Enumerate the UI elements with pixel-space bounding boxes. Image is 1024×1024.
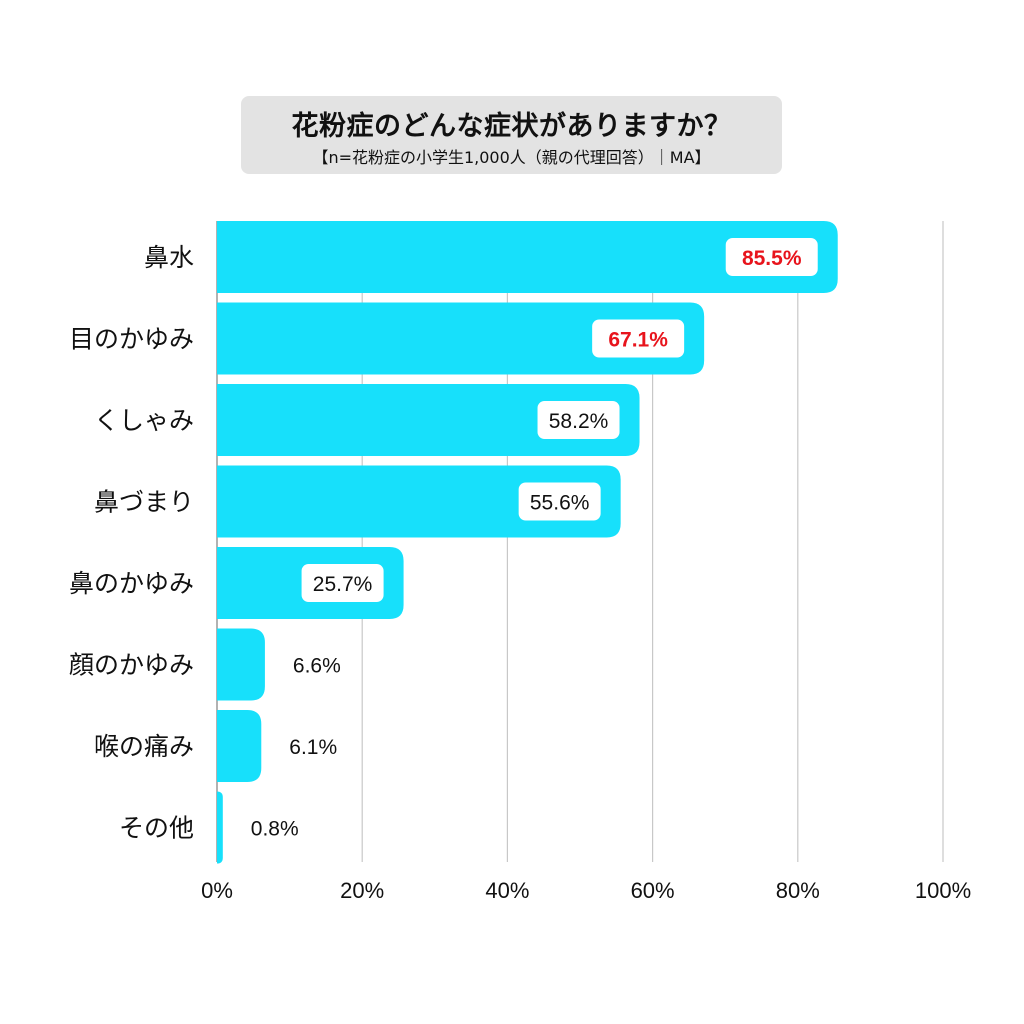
value-label: 25.7% [313,573,373,596]
labels: 0% 20% 40% 60% 80% 100% 鼻水 85.5% 目のかゆみ 67.1% くしゃみ 5… [69,238,971,903]
x-tick-label: 60% [631,878,675,903]
category-label: 鼻づまり [94,488,194,517]
category-label: 鼻水 [144,243,194,272]
bars [217,221,838,864]
value-label: 67.1% [608,329,668,352]
bar [217,221,838,293]
value-label-box [725,238,818,276]
value-label: 85.5% [742,247,802,270]
x-tick-label: 0% [201,878,233,903]
value-label: 6.6% [293,655,341,678]
bar [217,465,621,538]
bar [217,302,705,375]
value-label: 58.2% [549,410,609,433]
bar [217,384,640,456]
x-tick-label: 80% [776,878,820,903]
category-label: 顔のかゆみ [69,651,194,680]
category-label: 喉の痛み [94,732,194,761]
value-label-box [301,564,384,602]
value-label: 0.8% [251,818,299,841]
category-label: その他 [119,814,194,843]
value-label: 6.1% [289,736,337,759]
chart-title: 花粉症のどんな症状がありますか？ [291,111,732,142]
chart-subtitle: 【n=花粉症の小学生1,000人（親の代理回答）｜MA】 [312,148,711,167]
x-tick-label: 20% [340,878,384,903]
category-label: 鼻のかゆみ [69,569,194,598]
category-label: くしゃみ [94,406,194,435]
category-label: 目のかゆみ [69,325,194,354]
value-label-box [592,319,685,358]
title-box: 花粉症のどんな症状がありますか？ 【n=花粉症の小学生1,000人（親の代理回答… [241,96,782,174]
bar [217,710,262,782]
x-tick-label: 40% [485,878,529,903]
bar [217,628,265,701]
bar [217,791,223,864]
x-tick-label: 100% [915,878,971,903]
value-label: 55.6% [530,492,590,515]
value-label-box [537,401,620,439]
value-label-box [518,482,601,521]
